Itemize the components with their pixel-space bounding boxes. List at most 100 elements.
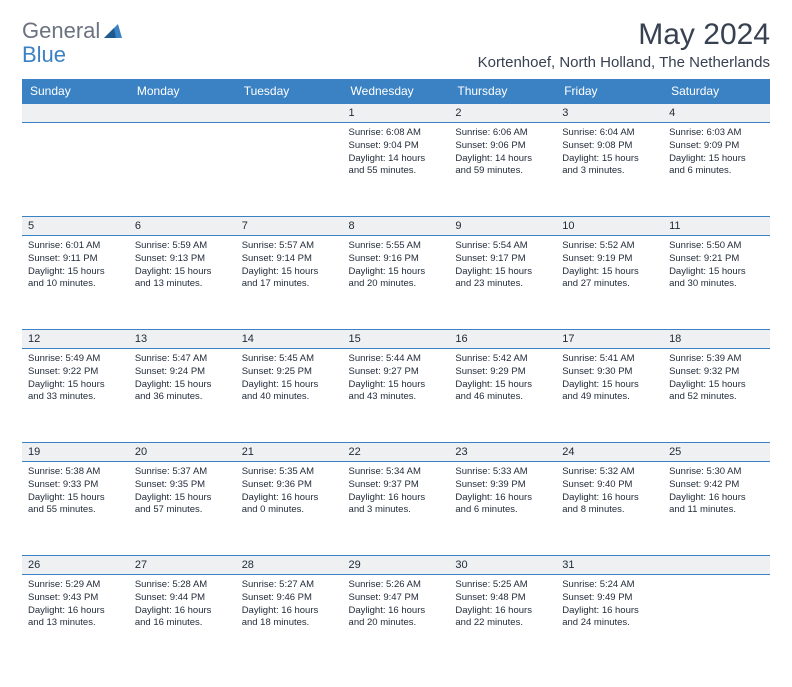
day-cell: Sunrise: 5:28 AMSunset: 9:44 PMDaylight:…	[129, 575, 236, 669]
detail-row: Sunrise: 6:01 AMSunset: 9:11 PMDaylight:…	[22, 236, 770, 330]
day-cell: Sunrise: 5:55 AMSunset: 9:16 PMDaylight:…	[343, 236, 450, 330]
day-cell: Sunrise: 5:52 AMSunset: 9:19 PMDaylight:…	[556, 236, 663, 330]
day-number: 30	[449, 556, 556, 575]
day-number: 27	[129, 556, 236, 575]
weekday-wednesday: Wednesday	[343, 79, 450, 104]
day-number: 10	[556, 217, 663, 236]
logo-text-blue: Blue	[22, 42, 66, 67]
day-number: 21	[236, 443, 343, 462]
day-number: 9	[449, 217, 556, 236]
day-cell: Sunrise: 6:03 AMSunset: 9:09 PMDaylight:…	[663, 123, 770, 217]
logo-text-general: General	[22, 18, 100, 44]
day-cell: Sunrise: 5:39 AMSunset: 9:32 PMDaylight:…	[663, 349, 770, 443]
day-details: Sunrise: 5:25 AMSunset: 9:48 PMDaylight:…	[455, 579, 550, 630]
day-details: Sunrise: 5:35 AMSunset: 9:36 PMDaylight:…	[242, 466, 337, 517]
location: Kortenhoef, North Holland, The Netherlan…	[478, 54, 770, 71]
daynum-row: 12131415161718	[22, 330, 770, 349]
day-number: 8	[343, 217, 450, 236]
day-details: Sunrise: 5:44 AMSunset: 9:27 PMDaylight:…	[349, 353, 444, 404]
empty-cell	[236, 104, 343, 123]
day-cell: Sunrise: 5:54 AMSunset: 9:17 PMDaylight:…	[449, 236, 556, 330]
weekday-saturday: Saturday	[663, 79, 770, 104]
day-cell: Sunrise: 5:45 AMSunset: 9:25 PMDaylight:…	[236, 349, 343, 443]
weekday-thursday: Thursday	[449, 79, 556, 104]
detail-row: Sunrise: 5:49 AMSunset: 9:22 PMDaylight:…	[22, 349, 770, 443]
calendar-table: SundayMondayTuesdayWednesdayThursdayFrid…	[22, 79, 770, 669]
day-details: Sunrise: 5:42 AMSunset: 9:29 PMDaylight:…	[455, 353, 550, 404]
day-details: Sunrise: 5:24 AMSunset: 9:49 PMDaylight:…	[562, 579, 657, 630]
day-number: 12	[22, 330, 129, 349]
day-number: 23	[449, 443, 556, 462]
day-cell: Sunrise: 5:47 AMSunset: 9:24 PMDaylight:…	[129, 349, 236, 443]
day-details: Sunrise: 6:04 AMSunset: 9:08 PMDaylight:…	[562, 127, 657, 178]
weekday-monday: Monday	[129, 79, 236, 104]
day-details: Sunrise: 5:27 AMSunset: 9:46 PMDaylight:…	[242, 579, 337, 630]
empty-cell	[22, 104, 129, 123]
day-cell: Sunrise: 5:37 AMSunset: 9:35 PMDaylight:…	[129, 462, 236, 556]
day-details: Sunrise: 5:50 AMSunset: 9:21 PMDaylight:…	[669, 240, 764, 291]
day-number: 6	[129, 217, 236, 236]
day-cell: Sunrise: 5:29 AMSunset: 9:43 PMDaylight:…	[22, 575, 129, 669]
day-details: Sunrise: 5:52 AMSunset: 9:19 PMDaylight:…	[562, 240, 657, 291]
day-cell: Sunrise: 6:04 AMSunset: 9:08 PMDaylight:…	[556, 123, 663, 217]
day-cell: Sunrise: 5:26 AMSunset: 9:47 PMDaylight:…	[343, 575, 450, 669]
day-cell: Sunrise: 5:41 AMSunset: 9:30 PMDaylight:…	[556, 349, 663, 443]
day-number: 28	[236, 556, 343, 575]
calendar-page: General May 2024 Kortenhoef, North Holla…	[0, 0, 792, 687]
day-details: Sunrise: 5:55 AMSunset: 9:16 PMDaylight:…	[349, 240, 444, 291]
day-number: 15	[343, 330, 450, 349]
day-cell: Sunrise: 5:49 AMSunset: 9:22 PMDaylight:…	[22, 349, 129, 443]
empty-cell	[129, 123, 236, 217]
day-details: Sunrise: 5:28 AMSunset: 9:44 PMDaylight:…	[135, 579, 230, 630]
day-details: Sunrise: 5:45 AMSunset: 9:25 PMDaylight:…	[242, 353, 337, 404]
logo-blue-wrap: Blue	[22, 42, 66, 68]
day-details: Sunrise: 5:54 AMSunset: 9:17 PMDaylight:…	[455, 240, 550, 291]
detail-row: Sunrise: 5:38 AMSunset: 9:33 PMDaylight:…	[22, 462, 770, 556]
day-number: 26	[22, 556, 129, 575]
day-number: 11	[663, 217, 770, 236]
day-number: 16	[449, 330, 556, 349]
daynum-row: 567891011	[22, 217, 770, 236]
day-details: Sunrise: 6:08 AMSunset: 9:04 PMDaylight:…	[349, 127, 444, 178]
logo: General	[22, 18, 124, 44]
day-details: Sunrise: 5:33 AMSunset: 9:39 PMDaylight:…	[455, 466, 550, 517]
day-details: Sunrise: 5:47 AMSunset: 9:24 PMDaylight:…	[135, 353, 230, 404]
day-number: 2	[449, 104, 556, 123]
detail-row: Sunrise: 6:08 AMSunset: 9:04 PMDaylight:…	[22, 123, 770, 217]
day-details: Sunrise: 6:01 AMSunset: 9:11 PMDaylight:…	[28, 240, 123, 291]
day-cell: Sunrise: 5:32 AMSunset: 9:40 PMDaylight:…	[556, 462, 663, 556]
day-details: Sunrise: 5:39 AMSunset: 9:32 PMDaylight:…	[669, 353, 764, 404]
day-cell: Sunrise: 5:35 AMSunset: 9:36 PMDaylight:…	[236, 462, 343, 556]
logo-triangle-icon	[104, 24, 122, 38]
day-cell: Sunrise: 5:42 AMSunset: 9:29 PMDaylight:…	[449, 349, 556, 443]
weekday-tuesday: Tuesday	[236, 79, 343, 104]
day-number: 13	[129, 330, 236, 349]
day-details: Sunrise: 5:32 AMSunset: 9:40 PMDaylight:…	[562, 466, 657, 517]
day-cell: Sunrise: 5:50 AMSunset: 9:21 PMDaylight:…	[663, 236, 770, 330]
day-cell: Sunrise: 5:24 AMSunset: 9:49 PMDaylight:…	[556, 575, 663, 669]
empty-cell	[663, 556, 770, 575]
day-number: 5	[22, 217, 129, 236]
header: General May 2024 Kortenhoef, North Holla…	[22, 18, 770, 71]
daynum-row: 1234	[22, 104, 770, 123]
day-details: Sunrise: 6:03 AMSunset: 9:09 PMDaylight:…	[669, 127, 764, 178]
empty-cell	[663, 575, 770, 669]
day-number: 17	[556, 330, 663, 349]
day-number: 7	[236, 217, 343, 236]
daynum-row: 262728293031	[22, 556, 770, 575]
day-cell: Sunrise: 5:33 AMSunset: 9:39 PMDaylight:…	[449, 462, 556, 556]
day-number: 19	[22, 443, 129, 462]
day-details: Sunrise: 5:57 AMSunset: 9:14 PMDaylight:…	[242, 240, 337, 291]
day-cell: Sunrise: 5:30 AMSunset: 9:42 PMDaylight:…	[663, 462, 770, 556]
day-details: Sunrise: 5:26 AMSunset: 9:47 PMDaylight:…	[349, 579, 444, 630]
weekday-friday: Friday	[556, 79, 663, 104]
day-details: Sunrise: 5:41 AMSunset: 9:30 PMDaylight:…	[562, 353, 657, 404]
weekday-sunday: Sunday	[22, 79, 129, 104]
day-number: 14	[236, 330, 343, 349]
day-number: 1	[343, 104, 450, 123]
calendar-body: 1234 Sunrise: 6:08 AMSunset: 9:04 PMDayli…	[22, 104, 770, 669]
day-details: Sunrise: 5:37 AMSunset: 9:35 PMDaylight:…	[135, 466, 230, 517]
detail-row: Sunrise: 5:29 AMSunset: 9:43 PMDaylight:…	[22, 575, 770, 669]
day-number: 24	[556, 443, 663, 462]
empty-cell	[129, 104, 236, 123]
